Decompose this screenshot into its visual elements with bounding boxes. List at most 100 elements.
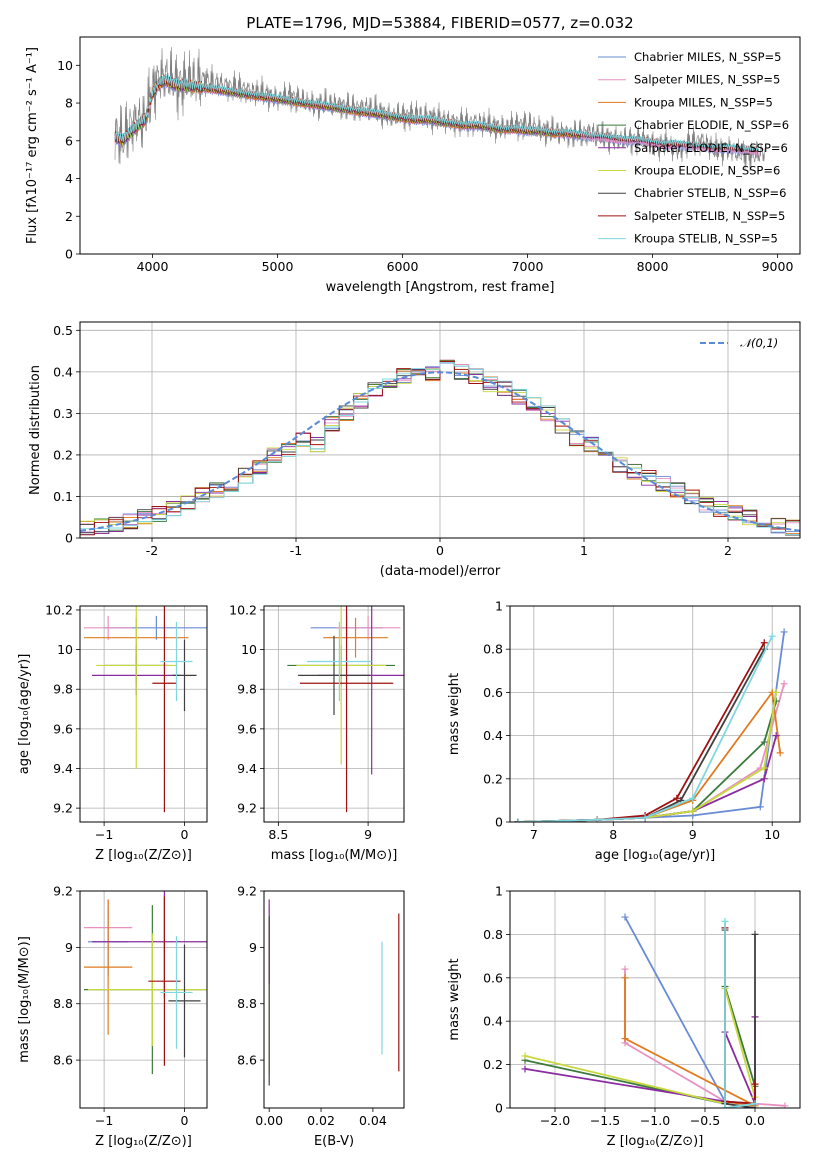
mass-weight-marker	[751, 930, 759, 938]
axes-frame	[79, 890, 208, 1109]
y-tick-label: 0	[65, 247, 73, 262]
mass-weight-marker	[641, 814, 649, 822]
panel-1: -2 -1 0 1 2 0 0.1 0.2 0.3 0.4 0.5 (data-model)/erro…	[28, 321, 801, 579]
axes-frame	[509, 605, 801, 823]
y-tick-label: 9.8	[237, 682, 257, 697]
y-tick-label: 9.6	[53, 721, 73, 736]
y-tick-label: 9	[65, 940, 73, 955]
legend-label: Salpeter STELIB, N_SSP=5	[634, 209, 785, 223]
y-tick-label: 0.3	[53, 406, 73, 421]
mass-weight-marker	[751, 1100, 759, 1108]
mass-weight-marker	[780, 680, 788, 688]
panel-7: −2.0 −1.5 −1.0 −0.5 0.0 0 0.2 0.4 0.6 0.8 1 Z [log₁…	[447, 884, 801, 1149]
legend-label: Chabrier ELODIE, N_SSP=6	[634, 118, 789, 132]
x-tick-label: 8.5	[268, 827, 288, 842]
mass-weight-marker	[621, 974, 629, 982]
panel-0: 4000 5000 6000 7000 8000 9000 0 2 4 6 8 10 wavelengt…	[25, 36, 801, 295]
mass-weight-marker	[521, 1065, 529, 1073]
y-tick-label: 0.4	[53, 364, 73, 379]
y-tick-label: 0.2	[483, 771, 503, 786]
x-tick-label: −2.0	[540, 1113, 570, 1128]
panel-2: −1 0 9.2 9.4 9.6 9.8 10 10.2 Z [log₁₀(Z/Z⊙)] age …	[17, 602, 208, 863]
panel-4: 7 8 9 10 0 0.2 0.4 0.6 0.8 1 age [log₁₀(age/yr)] ma…	[447, 599, 801, 863]
mass-weight-marker	[756, 803, 764, 811]
x-tick-label: −0.5	[690, 1113, 720, 1128]
legend-label: Salpeter MILES, N_SSP=5	[634, 73, 780, 87]
x-tick-label: 0.02	[307, 1113, 335, 1128]
mass-weight-marker	[621, 913, 629, 921]
mass-weight-marker	[514, 818, 522, 822]
x-tick-label: 0	[436, 543, 444, 558]
y-tick-label: 10.2	[229, 602, 257, 617]
panel-5: −1 0 8.6 8.8 9 9.2 Z [log₁₀(Z/Z⊙)] mass [log₁₀(…	[17, 884, 208, 1149]
y-tick-label: 8.6	[237, 1053, 257, 1068]
y-tick-label: 0.1	[53, 489, 73, 504]
x-tick-label: 1	[580, 543, 588, 558]
legend-label: Kroupa STELIB, N_SSP=5	[634, 232, 778, 246]
x-tick-label: 2	[724, 543, 732, 558]
legend-label: Chabrier STELIB, N_SSP=6	[634, 186, 786, 200]
x-axis-label: (data-model)/error	[380, 564, 501, 579]
y-tick-label: 0.4	[483, 1014, 503, 1029]
y-tick-label: 0.6	[483, 685, 503, 700]
y-tick-label: 0.2	[53, 447, 73, 462]
y-tick-label: 0.4	[483, 728, 503, 743]
x-axis-label: wavelength [Angstrom, rest frame]	[326, 280, 555, 295]
x-tick-label: 0.04	[359, 1113, 387, 1128]
y-tick-label: 9.8	[53, 682, 73, 697]
spectrum-title: PLATE=1796, MJD=53884, FIBERID=0577, z=0…	[246, 14, 633, 32]
x-tick-label: -2	[146, 543, 158, 558]
x-tick-label: 7000	[512, 259, 544, 274]
y-axis-label: age [log₁₀(age/yr)]	[17, 654, 32, 775]
y-tick-label: 0	[495, 1101, 503, 1116]
y-tick-label: 8.8	[237, 996, 257, 1011]
model-spectrum-line	[114, 73, 759, 152]
x-axis-label: E(B-V)	[314, 1134, 354, 1149]
y-tick-label: 1	[495, 599, 503, 614]
x-tick-label: −1.0	[640, 1113, 670, 1128]
x-tick-label: 4000	[137, 259, 169, 274]
mass-weight-marker	[721, 1104, 729, 1108]
y-axis-label: Normed distribution	[28, 365, 43, 495]
x-tick-label: 8000	[637, 259, 669, 274]
x-axis-label: Z [log₁₀(Z/Z⊙)]	[607, 1134, 704, 1149]
x-tick-label: −1.5	[590, 1113, 620, 1128]
x-axis-label: mass [log₁₀(M/M⊙)]	[271, 848, 398, 863]
y-axis-label: mass weight	[447, 958, 462, 1040]
panel-3: 8.5 9 9.2 9.4 9.6 9.8 10 10.2 mass [log₁₀(M/M⊙)]	[229, 602, 405, 863]
x-tick-label: 0	[181, 827, 189, 842]
y-tick-label: 10	[57, 58, 73, 73]
legend-label: Chabrier MILES, N_SSP=5	[634, 50, 781, 64]
y-tick-label: 1	[495, 884, 503, 899]
mass-weight-marker	[760, 639, 768, 647]
mass-weight-marker	[768, 632, 776, 640]
y-tick-label: 8	[65, 96, 73, 111]
mass-weight-marker	[776, 749, 784, 757]
legend-label: Kroupa MILES, N_SSP=5	[634, 95, 773, 109]
x-tick-label: -1	[290, 543, 302, 558]
y-tick-label: 6	[65, 133, 73, 148]
y-tick-label: 10	[241, 642, 257, 657]
mass-weight-marker	[772, 688, 780, 696]
y-tick-label: 9.2	[237, 884, 257, 899]
x-axis-label: Z [log₁₀(Z/Z⊙)]	[95, 848, 192, 863]
panel-6: 0.00 0.02 0.04 8.6 8.8 9 9.2 E(B-V)	[237, 884, 405, 1149]
x-tick-label: −1	[95, 1113, 113, 1128]
x-tick-label: 9000	[762, 259, 794, 274]
mass-weight-marker	[689, 794, 697, 802]
mass-weight-line	[724, 921, 756, 1108]
x-tick-label: 9	[689, 827, 697, 842]
mass-weight-marker	[721, 917, 729, 925]
model-spectrum-line	[114, 75, 759, 153]
y-tick-label: 0.5	[53, 323, 73, 338]
axes-frame	[263, 605, 405, 823]
x-tick-label: 10	[764, 827, 780, 842]
y-tick-label: 10	[57, 642, 73, 657]
x-tick-label: 0.0	[745, 1113, 765, 1128]
x-tick-label: 6000	[387, 259, 419, 274]
x-tick-label: 9	[364, 827, 372, 842]
x-tick-label: 0.00	[255, 1113, 283, 1128]
y-tick-label: 2	[65, 209, 73, 224]
legend-label: Kroupa ELODIE, N_SSP=6	[634, 164, 780, 178]
